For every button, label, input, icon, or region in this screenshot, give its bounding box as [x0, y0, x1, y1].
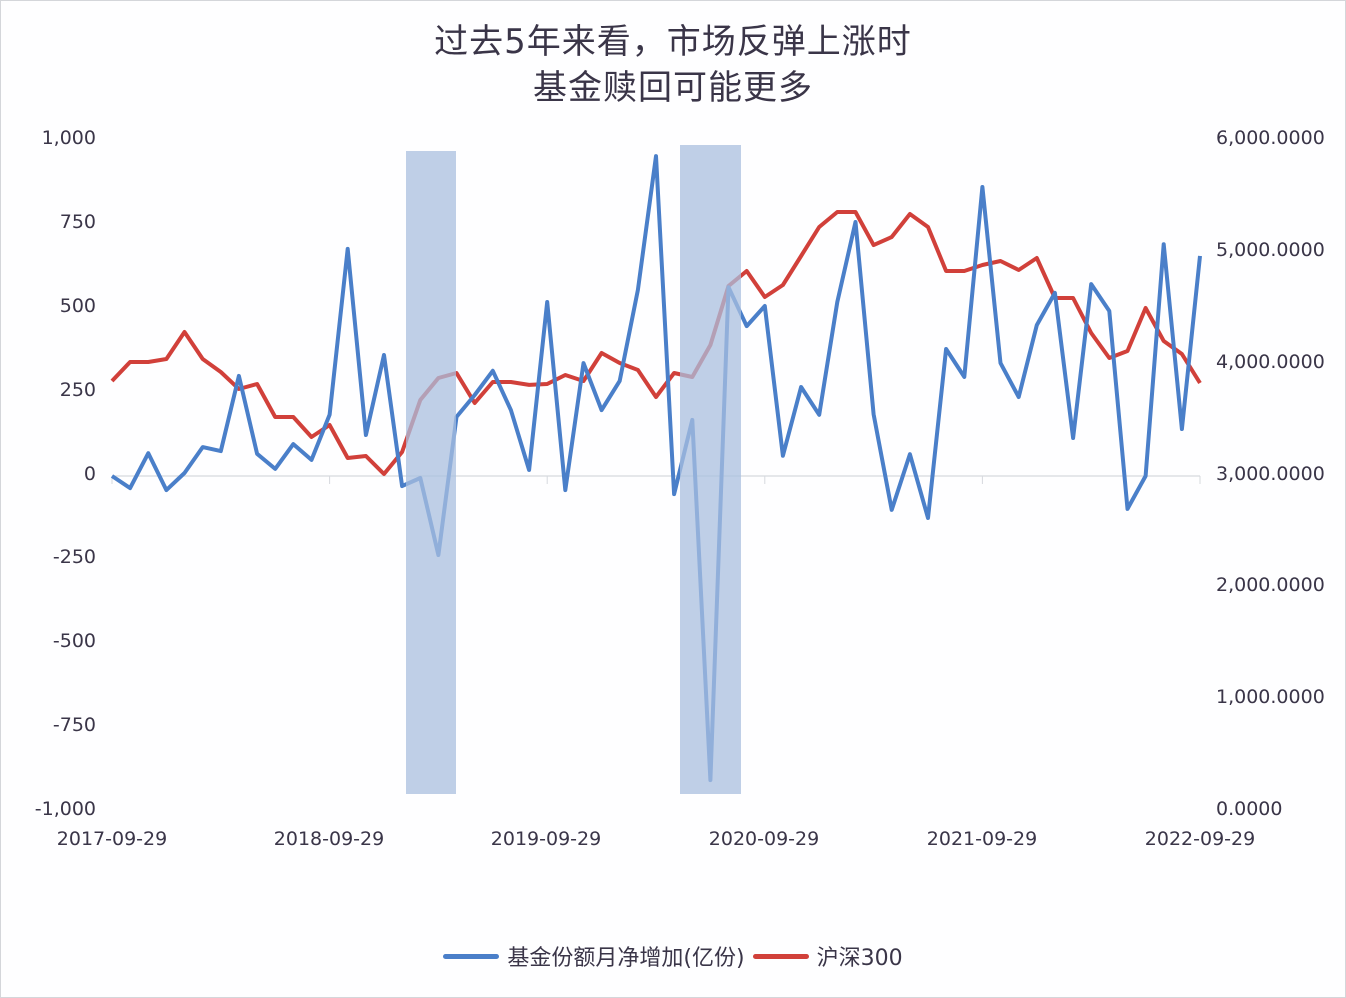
legend: 基金份额月净增加(亿份) 沪深300 [0, 940, 1346, 972]
hs300-line [110, 210, 1202, 476]
left-axis-tick: 250 [59, 379, 96, 401]
legend-label-fund: 基金份额月净增加(亿份) [507, 946, 745, 971]
right-axis-tick: 3,000.0000 [1216, 463, 1325, 485]
left-axis-tick: 1,000 [41, 127, 96, 149]
legend-item-hs300[interactable]: 沪深300 [752, 940, 903, 972]
fund-net-flow-line [110, 154, 1202, 783]
highlight-bands-overlay [406, 145, 741, 794]
x-axis-tick-marks [111, 476, 1201, 484]
chart-title-line2: 基金赎回可能更多 [533, 68, 813, 108]
right-axis-tick: 5,000.0000 [1216, 239, 1325, 261]
right-axis-tick: 4,000.0000 [1216, 351, 1325, 373]
x-axis-tick: 2019-09-29 [490, 828, 602, 850]
chart-title-line1: 过去5年来看，市场反弹上涨时 [434, 22, 912, 62]
left-axis-tick: -250 [52, 546, 96, 568]
legend-item-fund[interactable]: 基金份额月净增加(亿份) [443, 940, 745, 972]
left-axis-tick: 0 [83, 463, 96, 485]
x-axis-tick: 2022-09-29 [1144, 828, 1256, 850]
right-axis-tick: 0.0000 [1216, 798, 1283, 820]
legend-swatch-red-icon [752, 953, 809, 959]
x-axis-tick: 2020-09-29 [708, 828, 820, 850]
x-axis-tick: 2018-09-29 [273, 828, 385, 850]
left-axis-tick: -1,000 [34, 798, 96, 820]
x-axis-tick: 2017-09-29 [56, 828, 168, 850]
x-axis-tick: 2021-09-29 [926, 828, 1038, 850]
legend-swatch-blue-icon [443, 953, 500, 959]
right-axis-tick: 2,000.0000 [1216, 574, 1325, 596]
legend-label-hs300: 沪深300 [816, 946, 903, 971]
left-axis-tick: -500 [52, 630, 96, 652]
right-axis-tick: 1,000.0000 [1216, 686, 1325, 708]
right-axis-tick: 6,000.0000 [1216, 127, 1325, 149]
left-axis-tick: -750 [52, 714, 96, 736]
left-axis-tick: 750 [59, 211, 96, 233]
left-axis-tick: 500 [59, 295, 96, 317]
